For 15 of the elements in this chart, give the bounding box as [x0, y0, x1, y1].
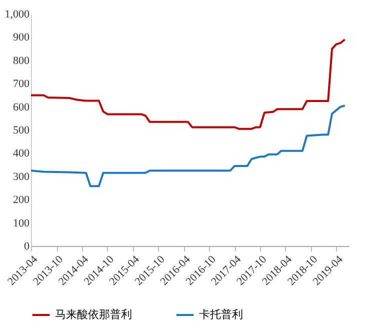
- y-tick-label: 700: [13, 78, 30, 90]
- y-tick-label: 200: [13, 194, 30, 206]
- y-tick-label: 0: [24, 240, 30, 252]
- y-tick-label: 800: [13, 54, 30, 67]
- line-series: [30, 38, 346, 130]
- legend-label: 马来酸依那普利: [55, 308, 132, 321]
- legend-label: 卡托普利: [199, 308, 243, 321]
- y-tick-label: 300: [13, 170, 30, 183]
- y-tick-label: 600: [13, 101, 30, 114]
- line-series: [30, 104, 346, 188]
- y-tick-label: 500: [13, 124, 30, 136]
- y-tick-label: 1,000: [4, 8, 30, 20]
- y-tick-label: 400: [13, 148, 30, 160]
- y-tick-label: 900: [13, 32, 30, 44]
- y-tick-label: 100: [13, 217, 30, 230]
